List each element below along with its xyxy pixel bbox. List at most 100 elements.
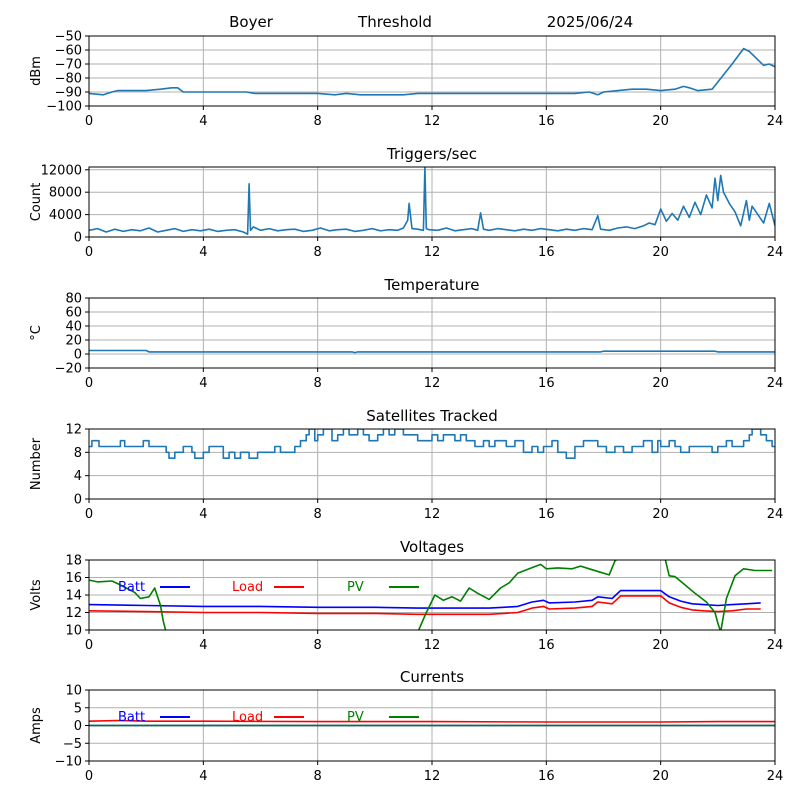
x-tick-label: 20	[652, 114, 669, 129]
x-tick-label: 16	[538, 114, 555, 129]
y-tick-label: 0	[74, 493, 82, 508]
series-line-batt	[89, 589, 761, 609]
series-group	[89, 47, 775, 96]
legend-label: Load	[232, 580, 263, 595]
chart-satellites: 0 4 8 12 16 20 24 0 4 8 12 Satellites Tracked Number	[29, 407, 783, 522]
x-tick-label: 20	[652, 376, 669, 391]
header-date: 2025/06/24	[547, 13, 633, 31]
y-tick-label: 4000	[49, 208, 82, 223]
y-tick-label: 0	[74, 719, 82, 734]
chart-title: Triggers/sec	[386, 145, 477, 163]
x-tick-label: 4	[199, 507, 207, 522]
y-axis-label: Count	[29, 183, 44, 222]
y-tick-label: −80	[55, 72, 82, 87]
series-group	[89, 349, 775, 354]
y-tick-label: 4	[74, 469, 82, 484]
y-tick-label: 18	[65, 554, 82, 569]
x-tick-label: 4	[199, 376, 207, 391]
series-group	[89, 429, 775, 459]
x-tick-label: 12	[424, 114, 441, 129]
x-tick-label: 8	[314, 769, 322, 784]
x-tick-label: 0	[85, 769, 93, 784]
x-tick-label: 8	[314, 245, 322, 260]
series-line-1-0	[89, 167, 775, 235]
x-tick-label: 8	[314, 114, 322, 129]
y-tick-label: 10	[65, 684, 82, 699]
chart-title: Currents	[400, 668, 464, 686]
y-tick-label: −70	[55, 58, 82, 73]
y-tick-label: −100	[46, 100, 82, 115]
y-tick-label: −60	[55, 44, 82, 59]
series-line-3-0	[89, 429, 775, 459]
x-tick-label: 0	[85, 638, 93, 653]
series-line-2-0	[89, 349, 775, 354]
x-tick-label: 12	[424, 638, 441, 653]
x-tick-label: 24	[767, 507, 784, 522]
legend-label: Load	[232, 710, 263, 725]
x-tick-label: 16	[538, 245, 555, 260]
series-group	[89, 719, 775, 727]
x-tick-label: 4	[199, 769, 207, 784]
y-tick-label: 12000	[41, 163, 82, 178]
legend-label: PV	[347, 580, 364, 595]
x-tick-label: 0	[85, 507, 93, 522]
x-tick-label: 0	[85, 245, 93, 260]
legend-label: PV	[347, 710, 364, 725]
chart-title: Temperature	[383, 276, 479, 294]
legend-item-pv: PV	[347, 580, 419, 595]
x-tick-label: 20	[652, 507, 669, 522]
y-axis-label: °C	[29, 325, 44, 341]
series-line-load	[89, 595, 761, 616]
x-tick-label: 24	[767, 376, 784, 391]
y-tick-label: 10	[65, 624, 82, 639]
x-tick-label: 12	[424, 507, 441, 522]
y-tick-label: 12	[65, 606, 82, 621]
y-tick-label: −20	[55, 362, 82, 377]
y-axis-label: Number	[29, 437, 44, 490]
legend-item-load: Load	[232, 580, 304, 595]
legend-label: Batt	[118, 580, 145, 595]
x-tick-label: 16	[538, 638, 555, 653]
series-group	[89, 560, 773, 630]
legend-label: Batt	[118, 710, 145, 725]
x-tick-label: 20	[652, 638, 669, 653]
series-line-load	[89, 719, 775, 723]
x-tick-label: 16	[538, 507, 555, 522]
y-tick-label: 0	[74, 348, 82, 363]
x-tick-label: 24	[767, 114, 784, 129]
x-tick-label: 4	[199, 114, 207, 129]
chart-title: Voltages	[400, 538, 464, 556]
x-tick-label: 20	[652, 769, 669, 784]
chart-title: Satellites Tracked	[366, 407, 497, 425]
chart-voltages: 0 4 8 12 16 20 24 10 12 14 16 18 Voltages Volts Batt Lo…	[29, 538, 783, 653]
legend-item-load: Load	[232, 710, 304, 725]
x-tick-label: 8	[314, 376, 322, 391]
y-axis-label: dBm	[29, 56, 44, 86]
chart-currents: 0 4 8 12 16 20 24 −10 −5 0 5 10 Currents Amps Batt Load…	[29, 668, 783, 784]
x-tick-label: 12	[424, 376, 441, 391]
y-tick-label: 40	[65, 320, 82, 335]
y-tick-label: −5	[63, 737, 82, 752]
series-line-pv	[89, 560, 773, 630]
y-tick-label: 16	[65, 571, 82, 586]
y-tick-label: 8	[74, 446, 82, 461]
x-tick-label: 0	[85, 376, 93, 391]
x-tick-label: 16	[538, 376, 555, 391]
x-tick-label: 12	[424, 245, 441, 260]
y-tick-label: 8000	[49, 186, 82, 201]
y-tick-label: 20	[65, 334, 82, 349]
series-line-0-0	[89, 47, 775, 96]
y-tick-label: 14	[65, 589, 82, 604]
x-tick-label: 12	[424, 769, 441, 784]
x-tick-label: 8	[314, 507, 322, 522]
x-tick-label: 24	[767, 638, 784, 653]
header-mode: Threshold	[357, 13, 432, 31]
y-tick-label: −50	[55, 30, 82, 45]
y-axis-label: Amps	[29, 707, 44, 744]
y-axis-label: Volts	[29, 579, 44, 611]
y-tick-label: 5	[74, 701, 82, 716]
y-tick-label: 12	[65, 423, 82, 438]
y-tick-label: 80	[65, 292, 82, 307]
